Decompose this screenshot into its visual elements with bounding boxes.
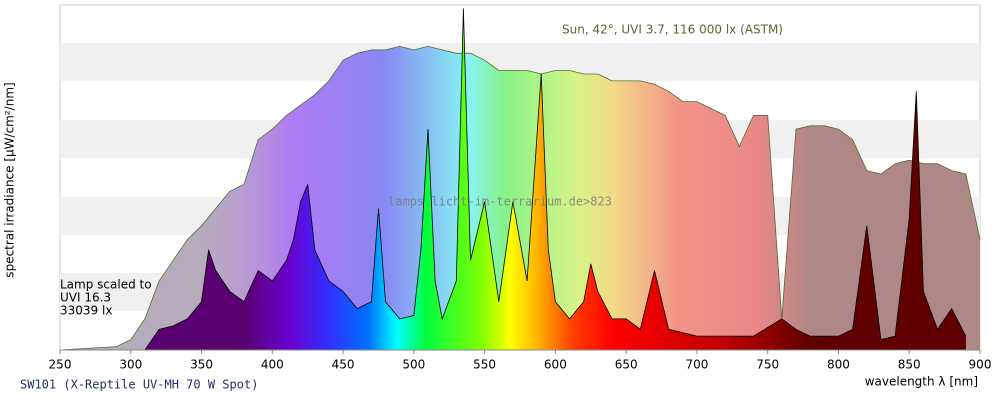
- y-axis-label: spectral irradiance [µW/cm²/nm]: [3, 82, 17, 277]
- x-tick-label: 550: [473, 358, 496, 372]
- footer: SW101 (X-Reptile UV-MH 70 W Spot): [20, 378, 258, 392]
- x-tick-label: 650: [615, 358, 638, 372]
- sun-label: Sun, 42°, UVI 3.7, 116 000 lx (ASTM): [562, 23, 783, 37]
- x-tick-label: 900: [969, 358, 992, 372]
- lamp-label: Lamp scaled to: [60, 278, 152, 292]
- x-tick-label: 750: [756, 358, 779, 372]
- x-tick-label: 450: [332, 358, 355, 372]
- x-tick-label: 500: [402, 358, 425, 372]
- lamp-label: 33039 lx: [60, 304, 112, 318]
- x-tick-label: 600: [544, 358, 567, 372]
- lamp-label: UVI 16.3: [60, 291, 111, 305]
- x-tick-label: 800: [827, 358, 850, 372]
- x-tick-label: 400: [261, 358, 284, 372]
- x-tick-label: 350: [190, 358, 213, 372]
- x-tick-label: 300: [119, 358, 142, 372]
- x-axis-label: wavelength λ [nm]: [865, 375, 978, 389]
- x-tick-label: 250: [49, 358, 72, 372]
- x-tick-label: 850: [898, 358, 921, 372]
- watermark: lamps.licht-im-terrarium.de>823: [388, 195, 612, 209]
- line: [60, 8, 967, 351]
- x-tick-label: 700: [685, 358, 708, 372]
- x-axis: 250 300 350 400 450 500 550 600 650 700 750 800 850 9…: [49, 349, 992, 372]
